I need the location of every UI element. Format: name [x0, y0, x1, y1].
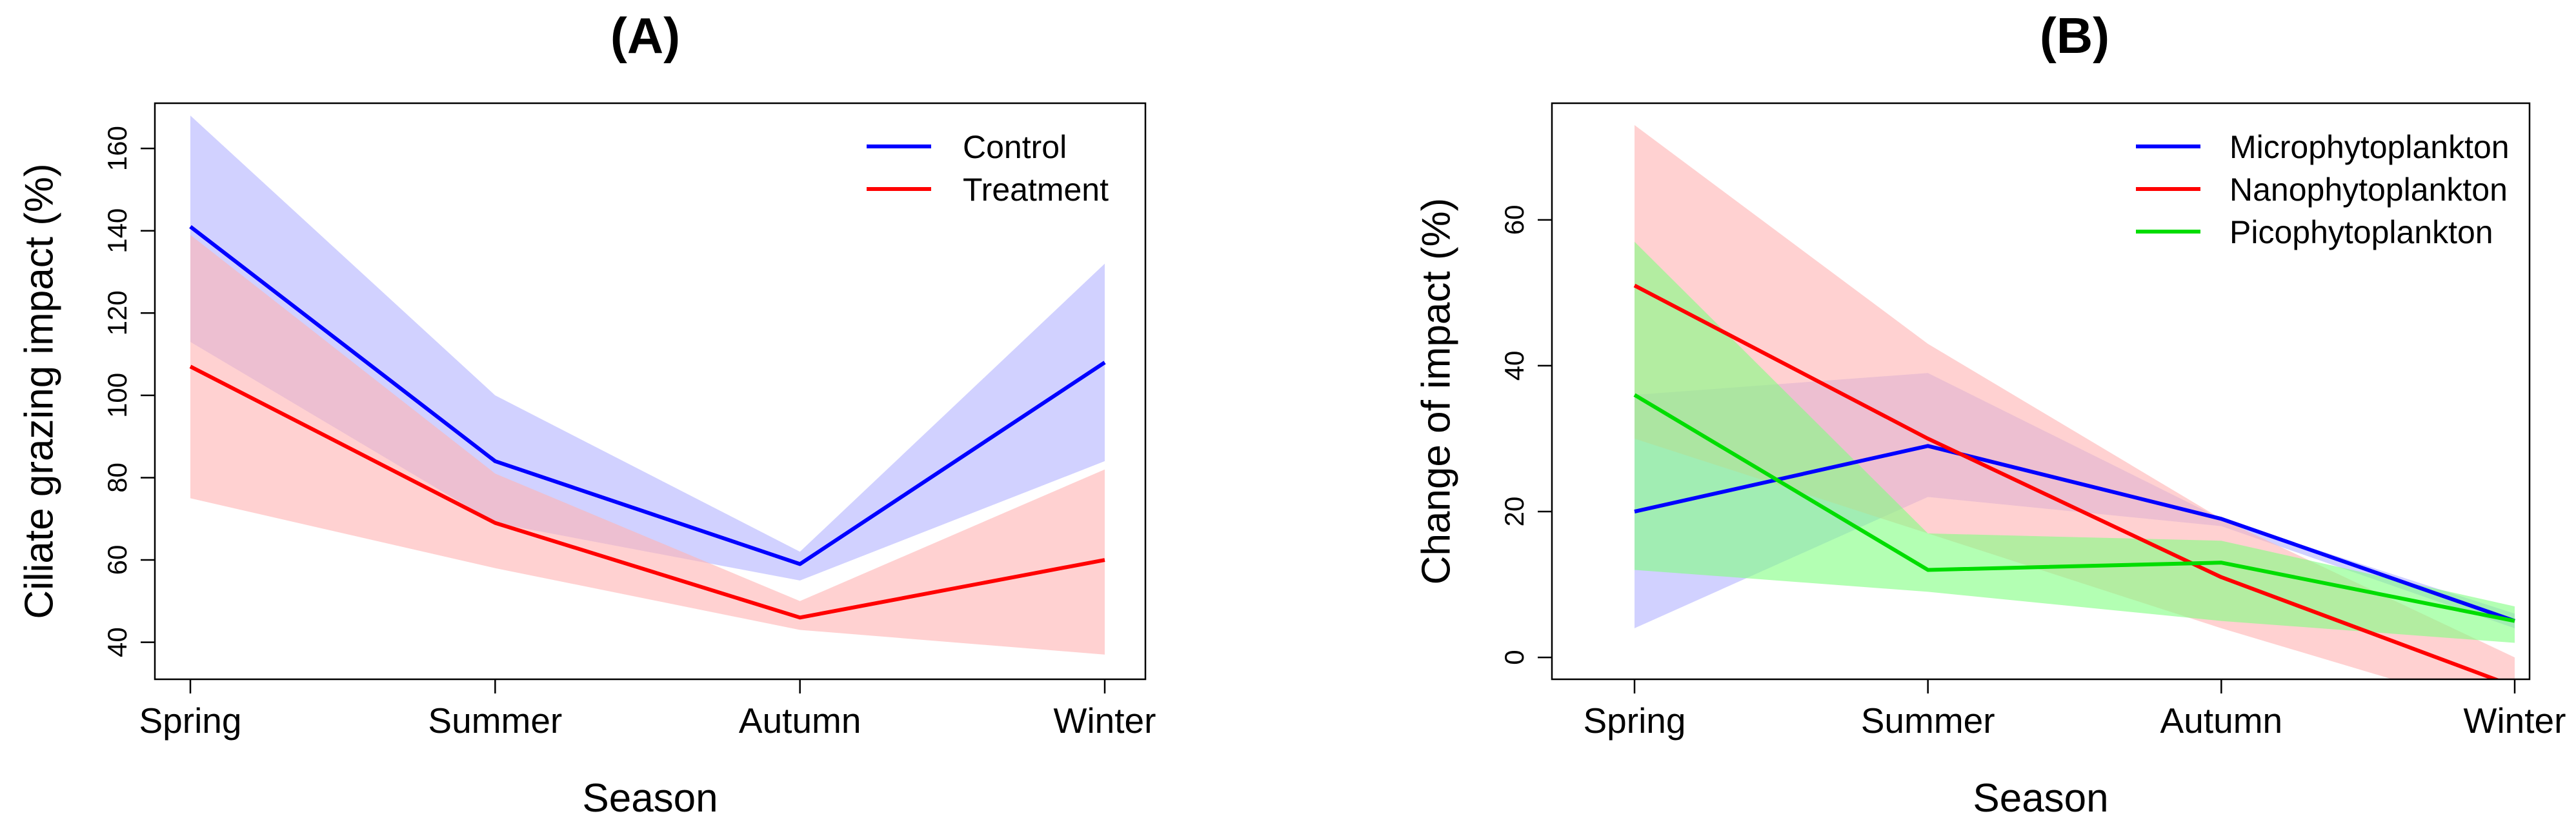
series-line-picophytoplankton — [1633, 393, 2515, 623]
plot-frame — [154, 102, 1147, 681]
confidence-band-treatment — [190, 235, 1105, 655]
legend-label: Microphytoplankton — [2229, 129, 2510, 165]
x-tick-label: Autumn — [2160, 701, 2283, 741]
x-tick-label: Summer — [1861, 701, 1995, 741]
y-tick-label: 120 — [102, 290, 132, 335]
y-tick-label: 80 — [102, 463, 132, 493]
legend-label: Treatment — [963, 172, 1109, 208]
x-tick-label: Spring — [1584, 701, 1686, 741]
panel-b: 0 20 40 60 Spring Summer Autumn Winter Season Cha… — [1414, 7, 2566, 821]
legend: Control Treatment — [867, 129, 1109, 208]
panel-a: 40 60 80 100 120 140 160 Spring Summer Autumn Wint… — [17, 7, 1156, 821]
x-tick-label: Summer — [428, 701, 562, 741]
x-tick-label: Spring — [139, 701, 242, 741]
x-tick-label: Winter — [2464, 701, 2566, 741]
y-tick-label: 60 — [102, 545, 132, 575]
x-tick-label: Winter — [1054, 701, 1156, 741]
y-axis-title: Change of impact (%) — [1414, 198, 1458, 585]
x-axis-title: Season — [1973, 776, 2108, 821]
legend-label: Picophytoplankton — [2229, 214, 2493, 250]
legend: Microphytoplankton Nanophytoplankton Picop… — [2136, 129, 2510, 250]
confidence-band-picophytoplankton — [1635, 241, 2515, 643]
y-tick-label: 40 — [102, 627, 132, 657]
series-line-microphytoplankton — [1634, 444, 2515, 623]
series-line-treatment — [189, 364, 1105, 620]
y-tick-label: 40 — [1499, 351, 1529, 381]
plot-frame — [1551, 102, 2531, 681]
plot-area — [1633, 125, 2515, 679]
plot-area — [189, 115, 1106, 655]
series-line-nanophytoplankton — [1633, 283, 2501, 679]
legend-label: Nanophytoplankton — [2229, 172, 2508, 208]
x-tick-label: Autumn — [739, 701, 861, 741]
y-tick-label: 160 — [102, 126, 132, 171]
x-axis-title: Season — [582, 776, 718, 821]
panel-label: (A) — [610, 7, 680, 64]
series-line-control — [189, 224, 1106, 566]
legend-label: Control — [963, 129, 1067, 165]
y-tick-label: 60 — [1499, 205, 1529, 235]
y-tick-label: 140 — [102, 208, 132, 254]
y-tick-label: 100 — [102, 373, 132, 418]
y-tick-label: 20 — [1499, 497, 1529, 527]
y-tick-label: 0 — [1499, 650, 1529, 664]
panel-label: (B) — [2040, 7, 2109, 64]
y-axis-title: Ciliate grazing impact (%) — [17, 163, 61, 619]
